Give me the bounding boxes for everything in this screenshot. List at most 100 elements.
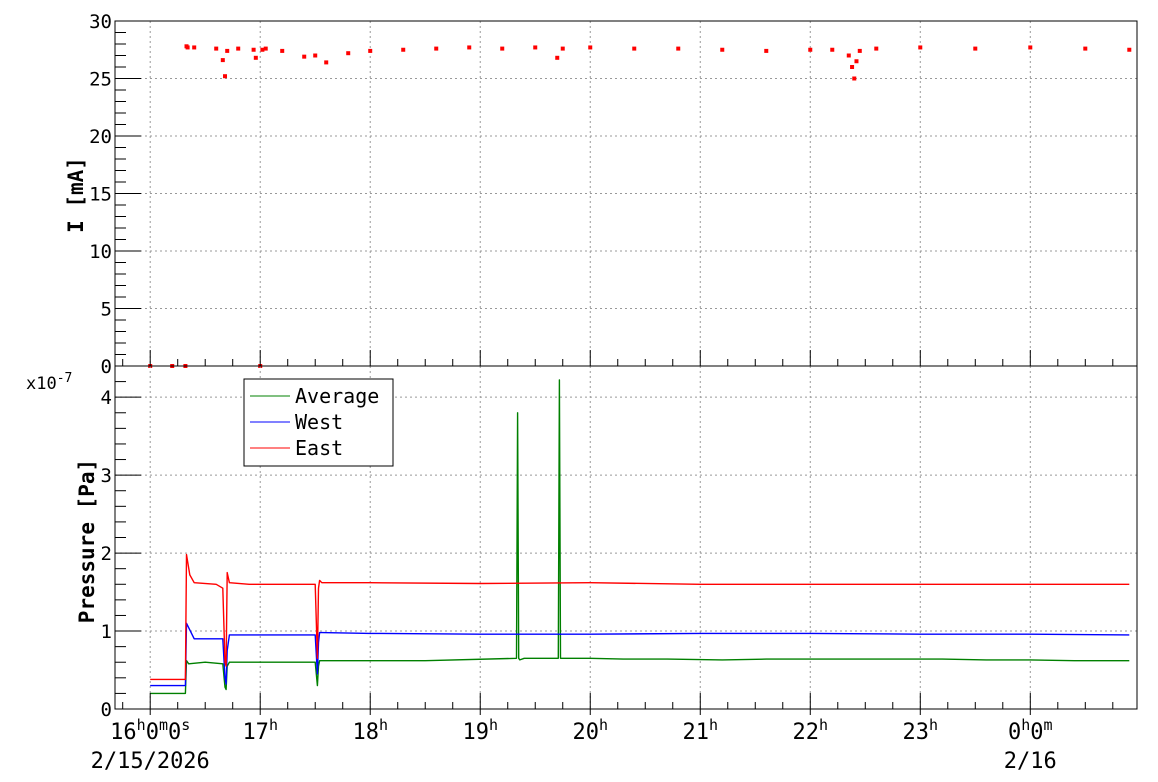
scale-exponent: -7 [57,371,73,386]
y-tick-label: 25 [89,69,112,91]
current-point [346,51,351,56]
tick-main: 0 [1008,720,1021,745]
current-point [434,46,439,51]
current-y-axis-title: I [mA] [64,157,88,233]
current-point [1127,47,1132,52]
current-point [223,74,228,79]
legend: Average West East [243,378,394,467]
current-point [830,47,835,52]
current-point [764,48,769,53]
current-y-ticks: 0 5 10 15 20 25 30 [89,11,1114,378]
current-point [500,46,505,51]
pressure-panel: 0 1 2 3 4 Pressure [Pa] x10-7 Average West E… [26,365,1138,721]
scale-base: x10 [26,374,57,394]
current-point [467,45,472,50]
x-tick-label: 20h [572,716,608,745]
current-point [808,47,813,52]
x-tick-label: 0h0m [1008,716,1053,745]
current-point [185,45,190,50]
current-point [852,76,857,81]
series-line-west [150,622,1130,687]
current-point [874,46,879,51]
tick-main: 18 [352,720,379,745]
current-point [225,48,230,53]
current-point [1028,45,1033,50]
legend-item-average: Average [250,384,379,408]
current-point [632,46,637,51]
current-grid [115,21,1137,366]
pressure-scale-factor: x10-7 [26,371,72,394]
current-point [251,47,256,52]
y-tick-label: 2 [101,543,112,565]
current-panel: 0 5 10 15 20 25 30 I [mA] [64,11,1138,378]
current-point [236,46,241,51]
current-data [148,44,1132,368]
x-tick-label: 17h [242,716,278,745]
tick-main: 20 [572,720,599,745]
current-point [560,46,565,51]
tick-main: 19 [462,720,489,745]
current-point [1083,46,1088,51]
tick-mid: 0 [1030,720,1043,745]
y-tick-label: 5 [101,299,112,321]
y-tick-label: 3 [101,465,112,487]
current-point [220,58,225,63]
current-point [280,48,285,53]
current-point [854,59,859,64]
tick-sup: m [1044,716,1053,734]
x-tick-label: 19h [462,716,498,745]
current-point [973,46,978,51]
current-point [555,55,560,60]
current-point [401,47,406,52]
tick-sup: h [489,716,498,734]
current-point [214,46,219,51]
legend-label-east: East [295,436,343,460]
tick-sup: s [181,716,190,734]
current-point [846,53,851,58]
legend-item-west: West [250,410,343,434]
tick-mid: 0 [146,720,159,745]
current-point [720,47,725,52]
current-point [263,46,268,51]
x-tick-label: 23h [903,716,939,745]
current-point [918,45,923,50]
legend-label-average: Average [295,384,379,408]
y-tick-label: 1 [101,621,112,643]
y-tick-label: 0 [101,699,112,721]
tick-main: 17 [242,720,269,745]
series-line-east [150,553,1130,681]
pressure-data [150,379,1130,695]
current-point [260,47,265,52]
current-point [533,45,538,50]
current-point [192,45,197,50]
tick-main: 16 [110,720,137,745]
tick-sup: h [709,716,718,734]
current-point [857,48,862,53]
current-point [313,53,318,58]
tick-sup: h [137,716,146,734]
pressure-y-ticks: 0 1 2 3 4 [101,381,1114,721]
y-tick-label: 10 [89,241,112,263]
y-tick-label: 15 [89,184,112,206]
current-point [676,46,681,51]
x-tick-label: 21h [682,716,718,745]
current-point [324,60,329,65]
current-point [302,54,307,59]
x-tick-label: 16h0m0s [110,716,190,745]
current-point [850,65,855,69]
tick-main: 21 [682,720,709,745]
x-tick-label: 22h [793,716,829,745]
y-tick-label: 20 [89,126,112,148]
tick-sup: h [269,716,278,734]
legend-label-west: West [295,410,343,434]
tick-tail: 0 [168,720,181,745]
tick-sup: h [379,716,388,734]
tick-sup: h [929,716,938,734]
y-tick-label: 4 [101,387,112,409]
x-date-label: 2/16 [1004,749,1057,774]
x-tick-label: 18h [352,716,388,745]
current-point [253,55,258,60]
tick-main: 23 [903,720,930,745]
